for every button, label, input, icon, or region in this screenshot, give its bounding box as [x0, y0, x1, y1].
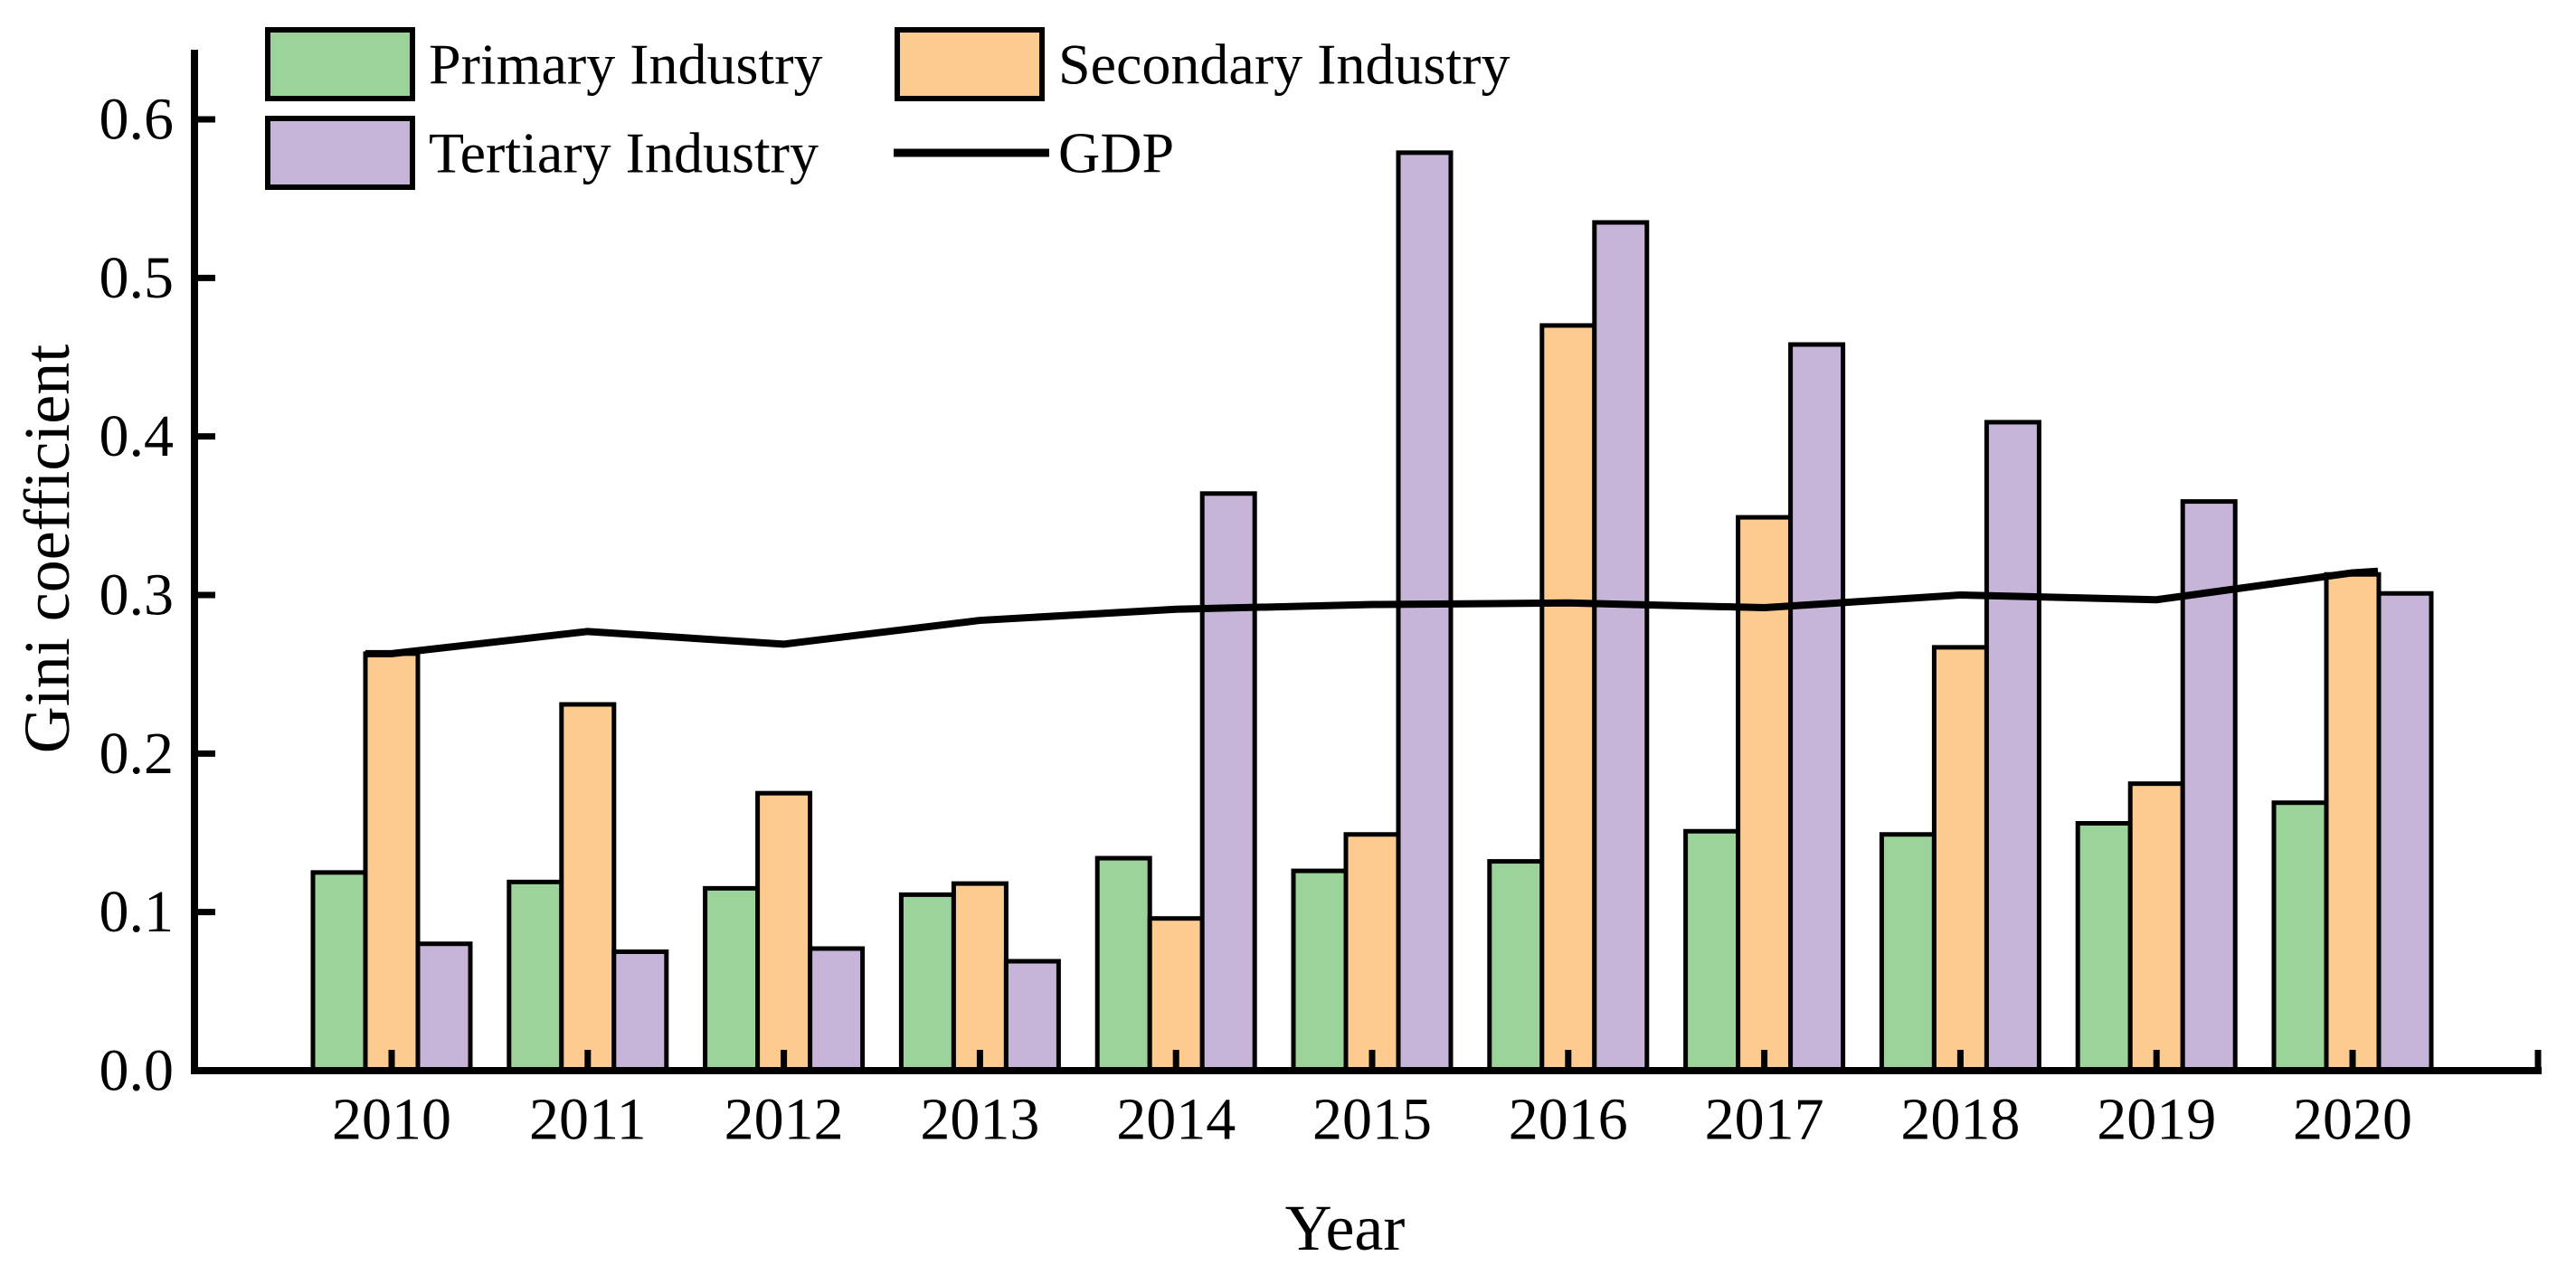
x-axis-label-2011: 2011	[529, 1087, 647, 1153]
bar-groups	[310, 150, 2434, 1073]
x-axis-label-2020: 2020	[2293, 1087, 2412, 1153]
y-tick-label-0.3: 0.3	[99, 562, 175, 628]
x-axis-label-2013: 2013	[920, 1087, 1039, 1153]
bar-primary-2016	[1487, 859, 1545, 1073]
legend-label-gdp: GDP	[1058, 121, 1174, 185]
gdp-line	[365, 567, 2379, 657]
y-axis-ticks: 0.0 0.1 0.2 0.3 0.4 0.5 0.6	[99, 87, 215, 1104]
bar-tertiary-2010	[415, 941, 473, 1073]
bar-tertiary-2013	[1003, 959, 1061, 1073]
bar-primary-2020	[2271, 800, 2329, 1073]
bar-secondary-2010	[363, 651, 421, 1073]
bar-primary-2012	[703, 885, 761, 1073]
legend-swatch-secondary	[895, 27, 1045, 101]
bar-tertiary-2012	[808, 946, 866, 1073]
bar-tertiary-2015	[1396, 150, 1454, 1073]
bar-tertiary-2020	[2376, 590, 2434, 1073]
x-axis-label-2019: 2019	[2097, 1087, 2216, 1153]
x-axis-label-2018: 2018	[1900, 1087, 2020, 1153]
legend-label-primary: Primary Industry	[429, 33, 823, 97]
bar-primary-2018	[1879, 832, 1937, 1073]
x-axis-label-2015: 2015	[1312, 1087, 1432, 1153]
bar-secondary-2017	[1736, 515, 1794, 1073]
bar-secondary-2015	[1343, 832, 1401, 1073]
bar-primary-2015	[1291, 868, 1349, 1073]
bar-primary-2014	[1094, 855, 1152, 1073]
legend-swatch-tertiary	[265, 116, 415, 190]
bar-primary-2010	[310, 870, 368, 1073]
bar-secondary-2019	[2127, 781, 2185, 1073]
bar-secondary-2020	[2324, 571, 2382, 1073]
y-tick-label-0.0: 0.0	[99, 1038, 175, 1104]
bar-primary-2019	[2075, 820, 2133, 1073]
x-axis-label-2017: 2017	[1705, 1087, 1824, 1153]
y-axis-title: Gini coefficient	[11, 345, 83, 754]
bar-secondary-2018	[1931, 645, 1989, 1073]
bar-tertiary-2016	[1592, 220, 1650, 1073]
legend-label-secondary: Secondary Industry	[1058, 33, 1510, 97]
legend-label-tertiary: Tertiary Industry	[429, 121, 819, 185]
x-axis-ticks: 2010 2011 2012 2013 2014 2015 2016 2017 2018 2019…	[332, 1050, 2542, 1153]
bar-tertiary-2011	[611, 949, 669, 1073]
x-axis-title: Year	[1285, 1192, 1406, 1264]
y-tick-label-0.1: 0.1	[99, 879, 175, 945]
bar-secondary-2013	[951, 881, 1009, 1073]
bar-secondary-2014	[1147, 916, 1205, 1073]
legend-swatch-primary	[265, 27, 415, 101]
y-tick-label-0.2: 0.2	[99, 721, 175, 787]
bar-tertiary-2018	[1984, 420, 2041, 1073]
x-axis-label-2010: 2010	[332, 1087, 451, 1153]
x-axis-label-2016: 2016	[1509, 1087, 1628, 1153]
bar-secondary-2012	[755, 790, 813, 1073]
legend: Primary Industry Secondary Industry Tertia…	[265, 27, 1510, 190]
bar-primary-2017	[1683, 828, 1741, 1073]
x-axis-label-2014: 2014	[1116, 1087, 1236, 1153]
bar-secondary-2011	[559, 702, 617, 1073]
bar-secondary-2016	[1539, 323, 1597, 1073]
x-axis-label-2012: 2012	[724, 1087, 844, 1153]
bar-primary-2013	[898, 892, 956, 1073]
bar-tertiary-2014	[1199, 491, 1257, 1073]
y-tick-label-0.4: 0.4	[99, 403, 175, 469]
y-tick-label-0.5: 0.5	[99, 245, 175, 311]
y-tick-label-0.6: 0.6	[99, 87, 175, 153]
bar-primary-2011	[507, 879, 564, 1073]
bar-tertiary-2017	[1788, 342, 1846, 1073]
